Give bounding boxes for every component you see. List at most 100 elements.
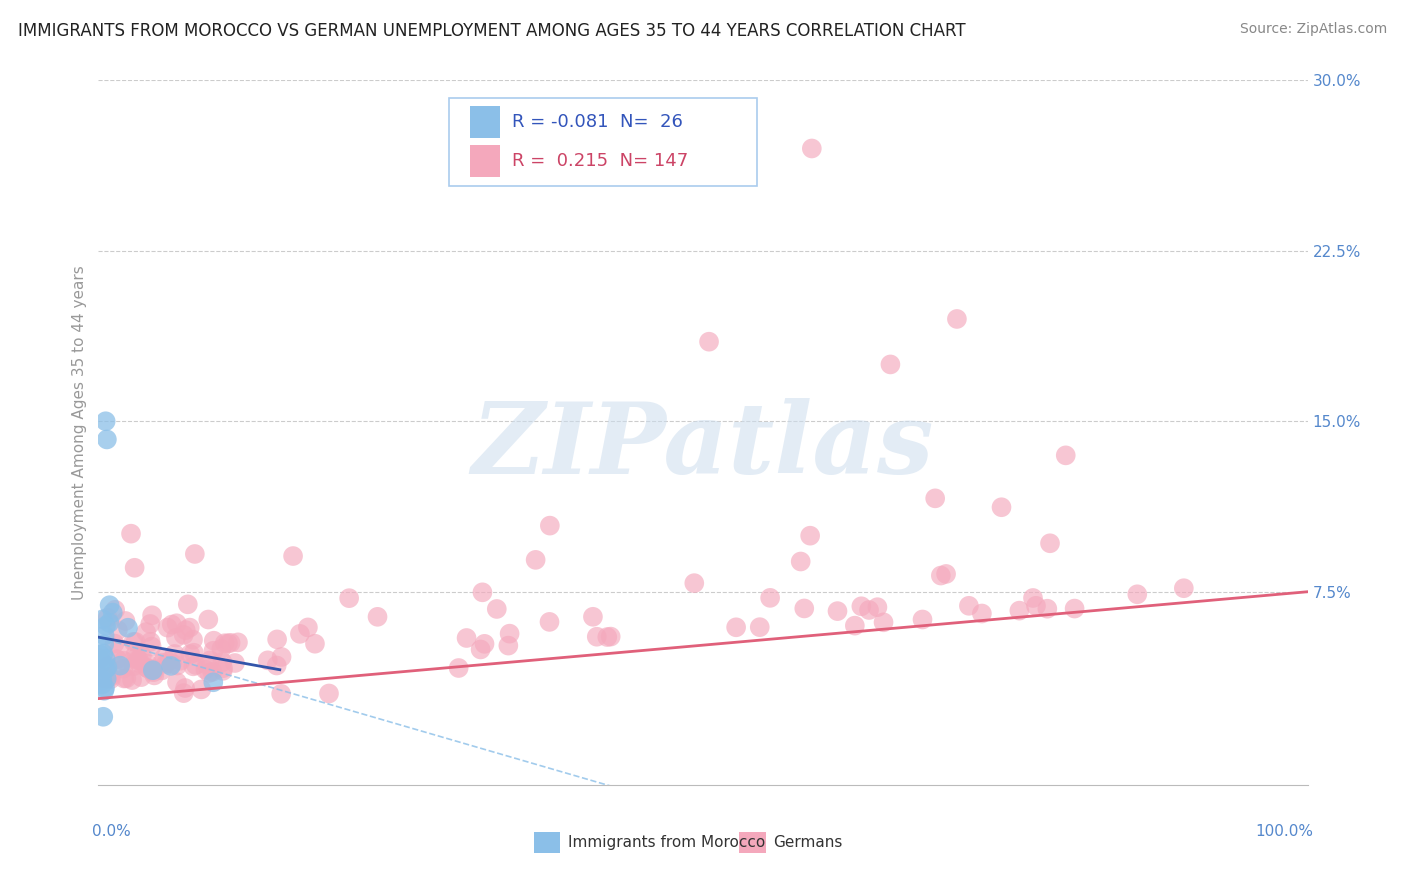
Point	[202, 675, 225, 690]
Point	[599, 630, 621, 644]
Point	[105, 652, 128, 666]
Point	[115, 671, 138, 685]
Point	[94, 662, 117, 676]
Point	[270, 687, 292, 701]
Point	[155, 657, 177, 671]
Text: R = -0.081  N=  26: R = -0.081 N= 26	[512, 112, 683, 131]
Point	[120, 526, 142, 541]
Point	[935, 566, 957, 581]
Point	[447, 661, 470, 675]
Point	[858, 603, 880, 617]
Point	[156, 621, 179, 635]
Point	[166, 675, 188, 690]
Point	[181, 632, 204, 647]
Point	[108, 641, 131, 656]
Point	[281, 549, 304, 563]
Point	[990, 500, 1012, 515]
Point	[124, 561, 146, 575]
Point	[125, 651, 148, 665]
Point	[139, 617, 162, 632]
Point	[91, 671, 114, 685]
Point	[596, 630, 619, 644]
Point	[266, 658, 288, 673]
Point	[827, 604, 849, 618]
Point	[91, 647, 114, 661]
Text: Immigrants from Morocco: Immigrants from Morocco	[568, 835, 765, 850]
Point	[150, 664, 173, 678]
Point	[872, 615, 894, 630]
Point	[98, 670, 121, 684]
Point	[270, 650, 292, 665]
Point	[538, 615, 561, 629]
Point	[683, 576, 706, 591]
Point	[219, 636, 242, 650]
Point	[128, 656, 150, 670]
Point	[91, 673, 114, 688]
Point	[93, 637, 115, 651]
Point	[141, 640, 163, 654]
Point	[177, 598, 200, 612]
Point	[103, 636, 125, 650]
Point	[226, 635, 249, 649]
Point	[93, 672, 115, 686]
Point	[179, 621, 201, 635]
Point	[190, 682, 212, 697]
Point	[91, 677, 114, 691]
Point	[1063, 601, 1085, 615]
Point	[160, 657, 183, 671]
Point	[169, 654, 191, 668]
Point	[96, 433, 118, 447]
Point	[748, 620, 770, 634]
Point	[141, 664, 163, 678]
Point	[100, 672, 122, 686]
Point	[1008, 604, 1031, 618]
Point	[173, 686, 195, 700]
Point	[160, 617, 183, 632]
Point	[1039, 536, 1062, 550]
Point	[135, 625, 157, 640]
Point	[211, 655, 233, 669]
Point	[117, 621, 139, 635]
Point	[91, 710, 114, 724]
Point	[96, 660, 118, 674]
Point	[209, 641, 232, 656]
Point	[166, 616, 188, 631]
Point	[211, 664, 233, 678]
Point	[142, 665, 165, 680]
Point	[94, 618, 117, 632]
Point	[970, 607, 993, 621]
Point	[538, 518, 561, 533]
Point	[128, 653, 150, 667]
Point	[173, 628, 195, 642]
Point	[136, 661, 159, 675]
Point	[157, 654, 180, 668]
Point	[789, 554, 811, 568]
Point	[288, 627, 311, 641]
Point	[108, 658, 131, 673]
Point	[498, 626, 520, 640]
Point	[1036, 601, 1059, 615]
Point	[135, 660, 157, 674]
Point	[150, 656, 173, 670]
Point	[165, 631, 187, 645]
Point	[96, 672, 118, 686]
Point	[957, 599, 980, 613]
Point	[367, 609, 389, 624]
Point	[198, 665, 221, 680]
Point	[179, 647, 201, 661]
Point	[946, 312, 969, 326]
Point	[143, 668, 166, 682]
Text: ZIPatlas: ZIPatlas	[472, 399, 934, 495]
Point	[924, 491, 946, 506]
Point	[474, 637, 496, 651]
Point	[800, 141, 823, 155]
Point	[212, 661, 235, 675]
Point	[866, 600, 889, 615]
Point	[1025, 599, 1047, 613]
Y-axis label: Unemployment Among Ages 35 to 44 years: Unemployment Among Ages 35 to 44 years	[72, 265, 87, 600]
Point	[524, 553, 547, 567]
Point	[851, 599, 873, 614]
Point	[91, 655, 114, 669]
Point	[194, 663, 217, 677]
Point	[911, 612, 934, 626]
